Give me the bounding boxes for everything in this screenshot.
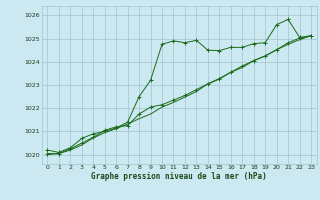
X-axis label: Graphe pression niveau de la mer (hPa): Graphe pression niveau de la mer (hPa)	[91, 172, 267, 181]
